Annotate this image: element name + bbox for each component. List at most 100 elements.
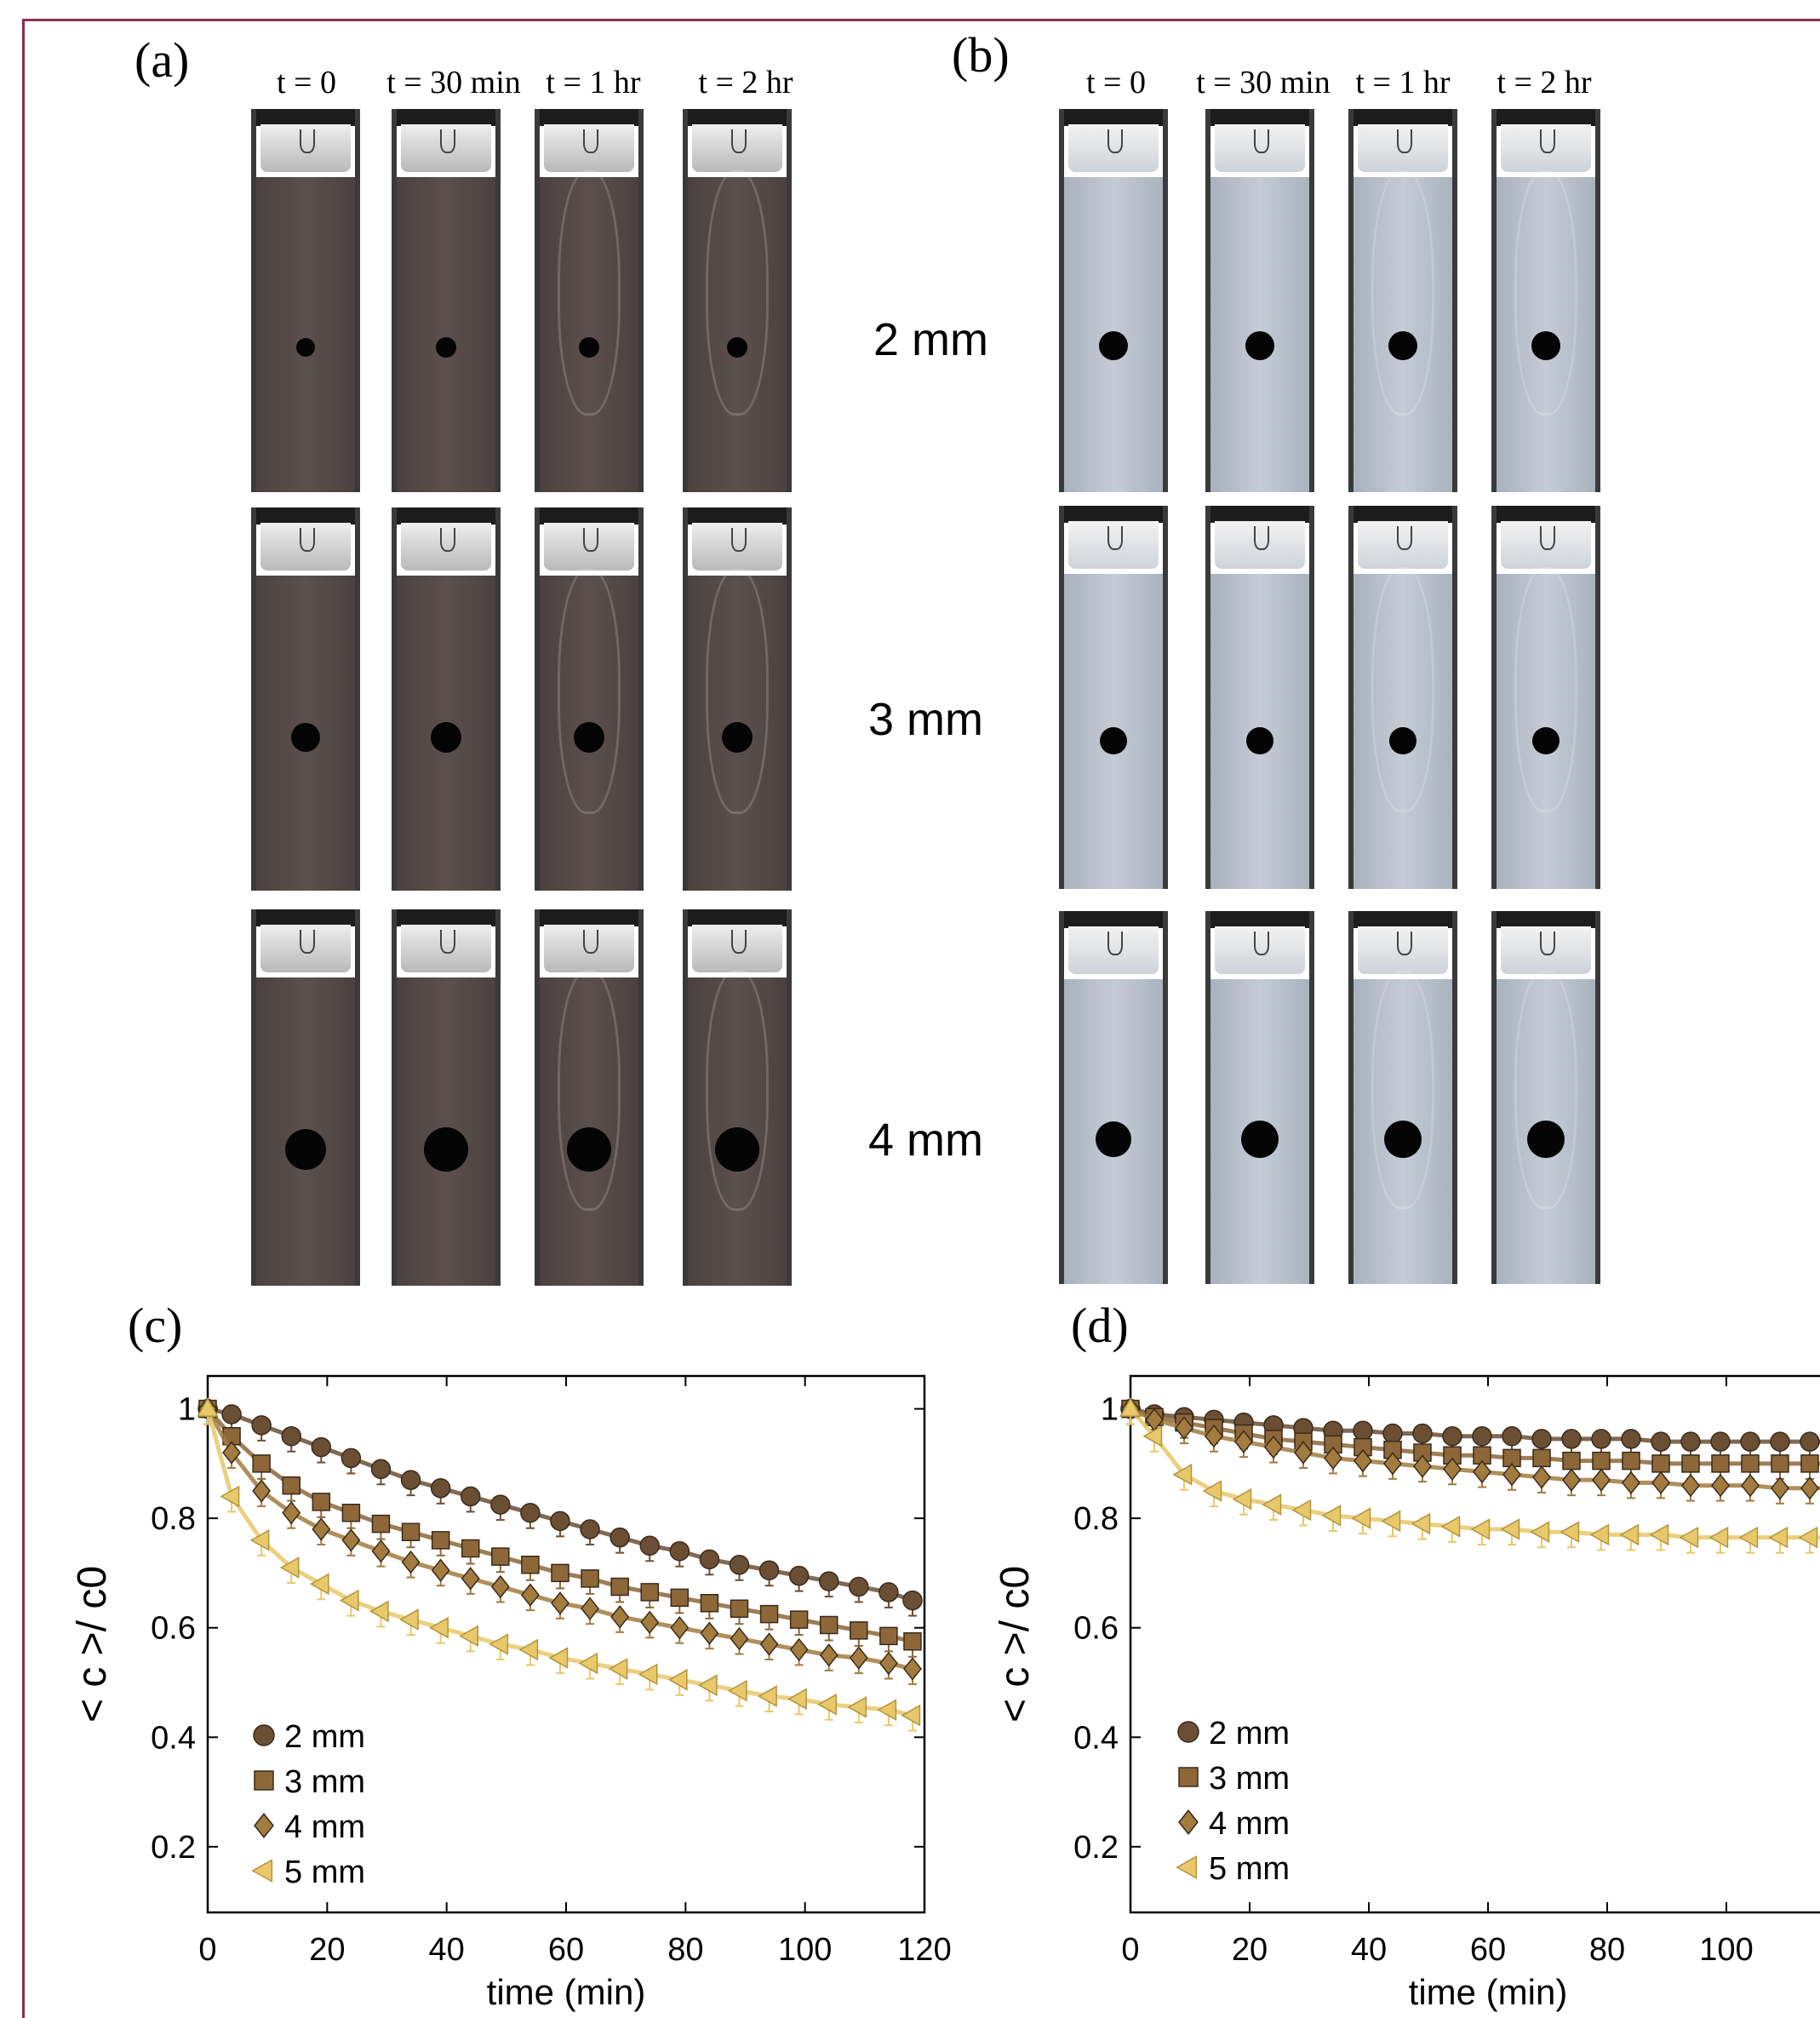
y-tick-label: 0.8: [151, 1501, 196, 1537]
y-tick-label: 0.6: [1073, 1611, 1119, 1647]
time-label-a-1hr: t = 1 hr: [546, 65, 641, 100]
sphere: [722, 722, 753, 753]
vial-a-4mm-t0: [251, 909, 360, 1286]
vial-b-4mm-t30min: [1205, 911, 1314, 1284]
data-point: [548, 1647, 569, 1669]
data-point: [312, 1517, 331, 1541]
chart-d: 0 20 40 60 80 100 120 0.2 0.4 0.6 0.8 1 time (min) < …: [993, 1374, 1820, 2012]
legend-marker: [1178, 1767, 1199, 1787]
legend-label: 4 mm: [284, 1809, 365, 1845]
data-point: [490, 1574, 510, 1599]
data-point: [1681, 1454, 1700, 1473]
vial-meniscus: [440, 129, 455, 153]
data-point: [1473, 1446, 1491, 1465]
time-label-a-0: t = 0: [277, 65, 336, 100]
legend-label: 2 mm: [1209, 1716, 1290, 1751]
data-point: [1383, 1441, 1402, 1459]
panel-label-c: (c): [128, 1298, 183, 1353]
vial-cap: [1497, 506, 1595, 523]
data-point: [222, 1441, 242, 1465]
panel-label-b: (b): [952, 27, 1010, 83]
data-point: [1502, 1425, 1522, 1447]
x-tick-label: 80: [667, 1932, 703, 1968]
vial-cap: [1064, 109, 1163, 126]
panel-label-d: (d): [1071, 1298, 1129, 1353]
sphere: [1389, 727, 1417, 754]
data-point: [1294, 1441, 1313, 1465]
vial-b-2mm-t2hr: [1491, 109, 1600, 492]
vial-meniscus: [1254, 526, 1269, 550]
data-point: [580, 1519, 600, 1539]
data-point: [877, 1699, 897, 1721]
data-point: [608, 1658, 628, 1680]
vial-meniscus: [1540, 932, 1555, 955]
vial-meniscus: [1254, 129, 1269, 153]
data-point: [581, 1597, 600, 1620]
legend-marker: [254, 1813, 274, 1838]
vial-meniscus: [583, 930, 598, 954]
data-point: [788, 1565, 810, 1586]
x-tick-label: 100: [778, 1932, 832, 1968]
y-tick-label: 0.2: [151, 1830, 196, 1866]
vial-meniscus: [1107, 526, 1123, 550]
legend-marker: [251, 1859, 273, 1883]
data-point: [670, 1588, 690, 1608]
data-point: [1413, 1443, 1432, 1462]
data-point: [578, 1652, 598, 1675]
vial-a-4mm-t1hr: [535, 909, 644, 1286]
data-point: [400, 1470, 421, 1490]
data-point: [638, 1663, 658, 1686]
data-point: [879, 1651, 898, 1676]
x-tick-label: 0: [1121, 1932, 1139, 1968]
data-point: [1353, 1420, 1373, 1442]
vial-cap: [688, 109, 787, 126]
data-point: [1741, 1454, 1760, 1473]
data-point: [309, 1573, 329, 1596]
vial-meniscus: [1397, 526, 1412, 550]
plot-area: [206, 1374, 926, 1914]
vial-liquid: [256, 177, 355, 492]
data-point: [729, 1555, 750, 1575]
data-point: [849, 1576, 869, 1597]
vial-meniscus: [1254, 932, 1269, 955]
data-point: [727, 1679, 747, 1702]
sphere: [1096, 1121, 1131, 1157]
y-tick-label: 0.6: [151, 1611, 196, 1647]
data-point: [1413, 1454, 1432, 1478]
data-point: [197, 1397, 219, 1417]
sphere: [1245, 331, 1274, 360]
sphere: [1388, 331, 1417, 360]
data-point: [1119, 1397, 1142, 1417]
sphere: [1246, 727, 1273, 754]
data-point: [521, 1556, 540, 1574]
data-point: [1591, 1429, 1611, 1449]
vial-a-3mm-t30min: [392, 507, 501, 891]
sphere: [727, 337, 747, 358]
data-point: [282, 1476, 300, 1495]
y-tick-label: 0.4: [151, 1720, 196, 1756]
data-point: [1622, 1471, 1640, 1495]
vial-swirl: [1514, 170, 1578, 416]
y-tick-label: 1: [1101, 1392, 1119, 1428]
sphere: [1099, 331, 1128, 360]
sphere: [296, 338, 315, 357]
data-point: [1708, 1526, 1729, 1549]
data-point: [401, 1550, 421, 1574]
data-point: [1562, 1451, 1581, 1471]
x-axis-label: time (min): [487, 1972, 646, 2012]
data-point: [252, 1454, 271, 1473]
vial-meniscus: [440, 930, 455, 954]
vial-a-3mm-t1hr: [535, 507, 644, 891]
data-point: [1771, 1454, 1789, 1473]
data-point: [1142, 1425, 1163, 1448]
data-point: [903, 1632, 922, 1651]
y-axis-label: < c >/ c0: [993, 1566, 1038, 1723]
data-point: [1589, 1523, 1610, 1546]
y-tick-label: 0.8: [1073, 1501, 1119, 1537]
data-point: [461, 1567, 480, 1591]
vial-cap: [256, 909, 355, 926]
data-point: [520, 1502, 541, 1523]
vial-swirl: [705, 969, 770, 1211]
legend-label: 3 mm: [284, 1764, 365, 1800]
